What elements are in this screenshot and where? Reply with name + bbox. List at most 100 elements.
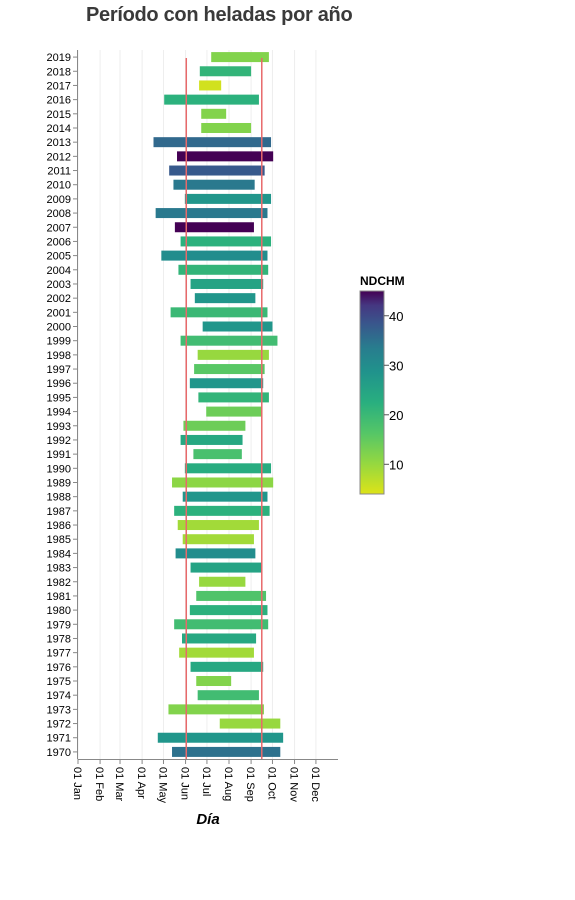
legend-gradient-bar [359,290,385,495]
bar-1987 [174,505,270,516]
x-tick-label: 01 Mar [113,767,125,802]
x-tick-label: 01 Apr [135,767,147,799]
bar-1985 [182,534,254,545]
y-tick-label: 2010 [47,180,71,192]
y-tick-label: 1999 [47,336,71,348]
y-tick-label: 1976 [47,662,71,674]
x-axis: 01 Jan 01 Feb 01 Mar 01 Apr 01 May 01 Jun 01 J… [71,759,338,804]
bar-2005 [161,250,268,261]
legend-tick-label: 40 [389,309,403,324]
y-tick-label: 2002 [47,293,71,305]
bar-2006 [180,236,272,247]
bar-2015 [201,108,227,119]
bar-1995 [198,392,269,403]
y-tick-label: 1994 [47,407,71,419]
bar-1990 [184,463,272,474]
y-tick-label: 2019 [47,52,71,64]
y-axis: 2019 2018 2017 2016 2015 2014 2013 2012 2011 2010… [47,50,78,759]
x-axis-title: Día [196,811,219,828]
x-tick-label: 01 Oct [265,767,277,799]
y-tick-label: 1973 [47,704,71,716]
bar-2004 [178,264,269,275]
y-tick-label: 1989 [47,477,71,489]
y-tick-label: 1984 [47,548,71,560]
bar-1986 [177,520,259,531]
bar-1973 [168,704,264,715]
bar-1996 [189,378,264,389]
y-tick-label: 2006 [47,236,71,248]
y-tick-label: 1978 [47,633,71,645]
bar-1993 [183,420,246,431]
y-tick-label: 2008 [47,208,71,220]
y-tick-label: 2015 [47,109,71,121]
y-tick-label: 2001 [47,307,71,319]
bar-1984 [175,548,256,559]
bar-2001 [170,307,268,318]
y-tick-label: 1983 [47,563,71,575]
y-tick-label: 2018 [47,66,71,78]
legend-tick-label: 10 [389,457,403,472]
y-tick-label: 1987 [47,506,71,518]
y-tick-label: 1971 [47,733,71,745]
y-tick-label: 1985 [47,534,71,546]
bar-1972 [219,718,281,729]
y-tick-label: 2000 [47,322,71,334]
bar-1982 [199,576,246,587]
bar-1988 [182,491,268,502]
bar-1992 [180,434,243,445]
y-tick-label: 1986 [47,520,71,532]
y-tick-label: 1970 [47,747,71,759]
bar-2011 [169,165,265,176]
legend-tick-label: 30 [389,358,403,373]
y-tick-label: 2005 [47,251,71,263]
bar-2016 [164,94,259,105]
y-tick-label: 1995 [47,392,71,404]
x-tick-label: 01 Jan [71,767,83,800]
y-tick-label: 2009 [47,194,71,206]
bar-1997 [194,364,265,375]
x-tick-label: 01 Nov [288,767,300,802]
bar-2010 [173,179,255,190]
bar-series [153,52,284,757]
bar-1977 [179,647,254,658]
y-tick-label: 1975 [47,676,71,688]
y-tick-label: 2016 [47,95,71,107]
y-tick-label: 1981 [47,591,71,603]
bar-1999 [180,335,278,346]
bar-1991 [193,449,242,460]
y-tick-label: 1979 [47,619,71,631]
bar-2002 [194,293,256,304]
y-tick-label: 2012 [47,151,71,163]
bar-1994 [206,406,262,417]
bar-1978 [182,633,257,644]
y-tick-label: 1977 [47,648,71,660]
bar-1970 [172,746,281,757]
y-tick-label: 1992 [47,435,71,447]
y-tick-label: 1993 [47,421,71,433]
reference-lines [185,58,263,759]
bar-2000 [202,321,273,332]
x-tick-label: 01 Dec [309,767,321,802]
y-tick-label: 2011 [47,166,71,178]
bar-2013 [153,137,272,148]
y-tick-label: 1974 [47,690,71,702]
bar-1989 [172,477,274,488]
bar-1980 [189,605,268,616]
y-tick-label: 1988 [47,492,71,504]
bar-1975 [196,676,232,687]
bar-1983 [190,562,262,573]
x-tick-label: 01 May [156,767,168,804]
bar-2017 [199,80,222,91]
bar-2012 [177,151,274,162]
y-tick-label: 1982 [47,577,71,589]
x-tick-label: 01 Jun [179,767,191,800]
x-tick-label: 01 Sep [244,767,256,802]
y-tick-label: 1998 [47,350,71,362]
bar-1974 [197,690,259,701]
y-tick-label: 2007 [47,222,71,234]
x-tick-label: 01 Aug [222,767,234,801]
bar-2018 [199,66,252,77]
bar-1998 [197,349,269,360]
y-tick-label: 1990 [47,463,71,475]
